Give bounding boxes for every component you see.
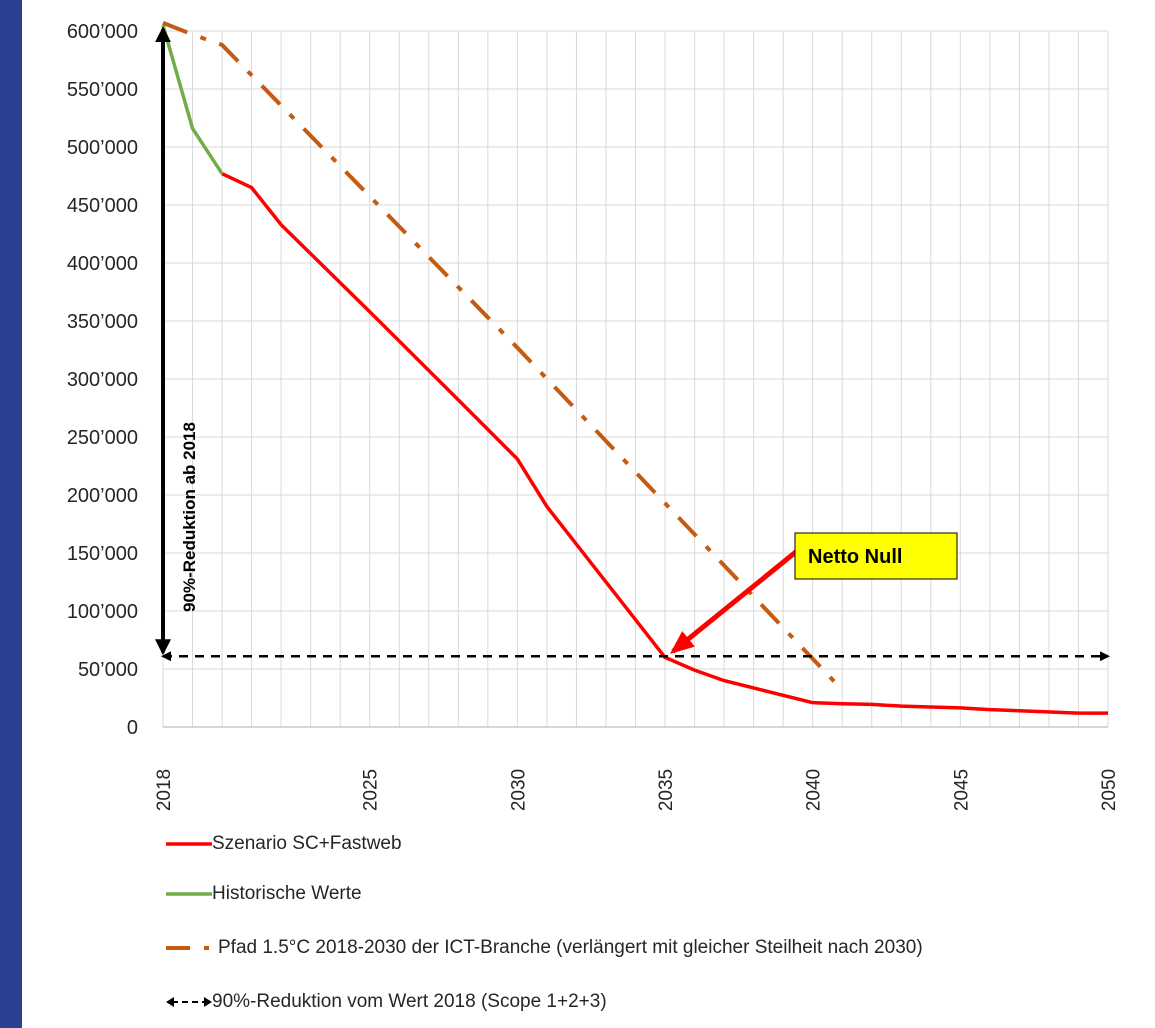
y-tick-label: 300’000 (67, 369, 138, 391)
legend-label-reduktion: 90%-Reduktion vom Wert 2018 (Scope 1+2+3… (212, 991, 607, 1012)
x-tick-label: 2025 (361, 769, 382, 811)
x-tick-label: 2030 (508, 769, 529, 811)
legend-swatch-double-arrow (166, 997, 212, 1007)
chart-panel (22, 0, 1155, 1028)
legend-swatch-green-line (166, 892, 212, 896)
x-tick-label: 2045 (951, 769, 972, 811)
y-tick-label: 50’000 (78, 659, 138, 681)
legend-swatch-orange-dashdot (166, 946, 209, 950)
legend-item-pfad: Pfad 1.5°C 2018-2030 der ICT-Branche (ve… (166, 936, 923, 960)
legend-item-historische: Historische Werte (166, 882, 362, 906)
series-line-1 (221, 172, 1108, 715)
annotations: 90%-Reduktion ab 2018 Netto Null (155, 26, 958, 656)
vertical-arrow-label: 90%-Reduktion ab 2018 (180, 422, 199, 612)
series-line-2 (161, 24, 224, 175)
legend-label-historische: Historische Werte (212, 883, 362, 904)
y-tick-label: 400’000 (67, 253, 138, 275)
y-tick-label: 550’000 (67, 79, 138, 101)
y-tick-label: 250’000 (67, 427, 138, 449)
legend-label-szenario: Szenario SC+Fastweb (212, 833, 402, 854)
y-tick-label: 100’000 (67, 601, 138, 623)
x-tick-label: 2050 (1099, 769, 1120, 811)
netto-null-arrow (669, 549, 799, 654)
y-tick-labels: 0 50’000 100’000 150’000 200’000 250’000 300’0… (67, 21, 138, 739)
x-tick-label: 2018 (154, 769, 175, 811)
x-tick-label: 2035 (656, 769, 677, 811)
y-tick-label: 450’000 (67, 195, 138, 217)
x-tick-labels: 2018 2025 2030 2035 2040 2045 2050 (154, 769, 1120, 811)
x-tick-label: 2040 (804, 769, 825, 811)
y-tick-label: 600’000 (67, 21, 138, 43)
legend-item-szenario: Szenario SC+Fastweb (166, 832, 402, 856)
series-line-3 (162, 21, 844, 692)
y-tick-label: 500’000 (67, 137, 138, 159)
series-lines (161, 21, 1110, 715)
y-tick-label: 350’000 (67, 311, 138, 333)
legend-item-reduktion: 90%-Reduktion vom Wert 2018 (Scope 1+2+3… (166, 990, 607, 1014)
y-tick-label: 0 (127, 717, 138, 739)
netto-null-label: Netto Null (808, 546, 902, 568)
y-tick-label: 200’000 (67, 485, 138, 507)
gridlines (162, 30, 1109, 728)
netto-null-box (794, 532, 958, 580)
legend-swatch-red-line (166, 842, 212, 846)
legend-label-pfad: Pfad 1.5°C 2018-2030 der ICT-Branche (ve… (218, 937, 923, 958)
y-tick-label: 150’000 (67, 543, 138, 565)
